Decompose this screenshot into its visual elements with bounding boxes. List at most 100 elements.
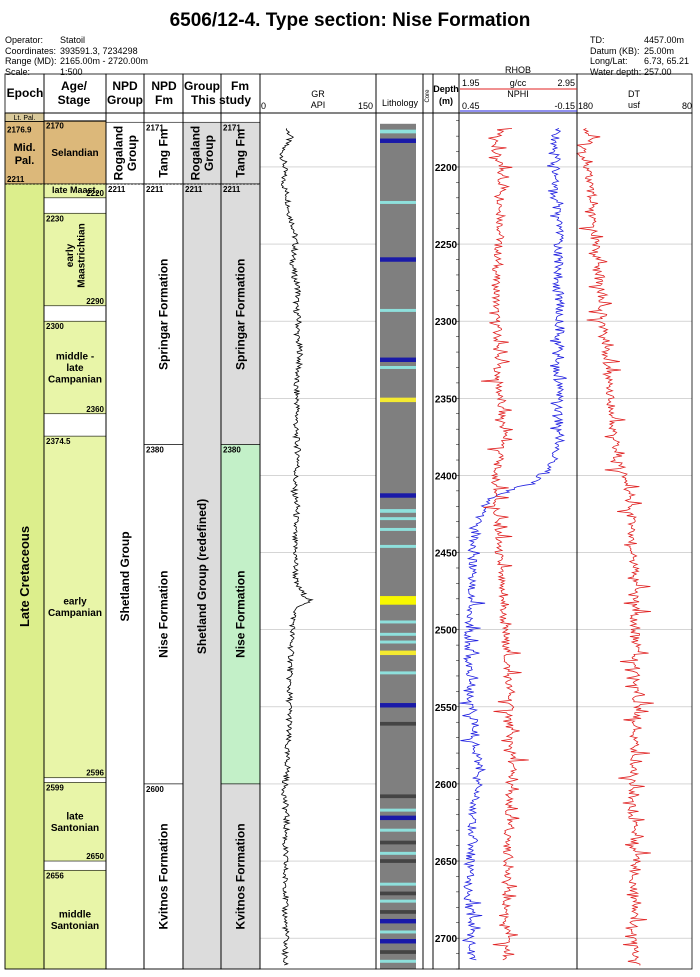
lithology-bed bbox=[380, 308, 416, 312]
info-value: 1:500 bbox=[60, 66, 83, 77]
info-row: Coordinates: 393591.3, 7234298 bbox=[5, 46, 148, 57]
study-fm-top-depth: 2380 bbox=[223, 446, 241, 455]
lithology-bed bbox=[380, 620, 416, 624]
lithology-bed bbox=[380, 959, 416, 963]
npd-group-label-line: Group bbox=[125, 135, 139, 171]
depth-tick-label: 2300 bbox=[435, 317, 458, 328]
lithology-bed bbox=[380, 544, 416, 548]
header-gr-min: 0 bbox=[261, 101, 266, 111]
lithology-bed bbox=[380, 794, 416, 799]
stage-label: late Maast. bbox=[52, 185, 98, 195]
lithology-bed bbox=[380, 840, 416, 845]
header-npd-group-line2: Group bbox=[107, 93, 143, 107]
info-value: Statoil bbox=[60, 35, 86, 45]
lithology-bed bbox=[380, 640, 416, 644]
stage-label-line: Campanian bbox=[48, 374, 102, 385]
study-group-label-line: Group bbox=[202, 135, 216, 171]
epoch-base-depth: 2211 bbox=[7, 175, 25, 184]
lithology-bed bbox=[380, 910, 416, 914]
depth-tick-label: 2500 bbox=[435, 626, 458, 637]
track-frame-rhob bbox=[458, 112, 578, 970]
depth-tick-label: 2600 bbox=[435, 780, 458, 791]
study-group-zone bbox=[182, 121, 222, 185]
npd-group-label-line: Shetland Group bbox=[118, 531, 132, 621]
epoch-label-line: Mid. bbox=[14, 142, 36, 154]
npd-fm-label-line: Nise Formation bbox=[157, 571, 171, 658]
header-epoch: Epoch bbox=[7, 86, 44, 100]
well-info-left: Operator: Statoil Coordinates: 393591.3, 7… bbox=[5, 35, 148, 77]
study-fm-label: Nise Formation bbox=[234, 571, 248, 658]
header-depth-line1: Depth bbox=[433, 84, 459, 94]
npd-fm-top-depth: 2211 bbox=[146, 185, 164, 194]
stage-top-depth: 2170 bbox=[46, 122, 64, 131]
lithology-bed bbox=[380, 721, 416, 726]
lithology-bed bbox=[380, 596, 416, 605]
lithology-bed bbox=[380, 366, 416, 369]
lithology-bed bbox=[380, 129, 416, 134]
study-group-label-line: Shetland Group (redefined) bbox=[195, 499, 209, 654]
stage-label-line: late bbox=[66, 811, 84, 822]
stage-label-line: Maastrichtian bbox=[76, 223, 87, 287]
study-fm-label-line: Springar Formation bbox=[234, 259, 248, 370]
lithology-bed bbox=[380, 808, 416, 812]
info-row: Long/Lat: 6.73, 65.21 bbox=[590, 56, 689, 67]
depth-tick-label: 2400 bbox=[435, 471, 458, 482]
header-npd-fm-line1: NPD bbox=[151, 79, 177, 93]
stage-top-depth: 2300 bbox=[46, 322, 64, 331]
info-value: 4457.00m bbox=[644, 35, 685, 45]
stage-label-line: Campanian bbox=[48, 608, 102, 619]
npd-fm-zone bbox=[143, 183, 184, 445]
stage-base-depth: 2220 bbox=[86, 189, 104, 198]
stage-zone bbox=[43, 782, 107, 862]
header-nphi-max: -0.15 bbox=[554, 101, 575, 111]
study-group-label: Shetland Group (redefined) bbox=[195, 499, 209, 654]
lithology-bed bbox=[380, 703, 416, 708]
lithology-bed bbox=[380, 939, 416, 944]
lithology-bed bbox=[380, 950, 416, 954]
stage-label-line: Santonian bbox=[51, 823, 99, 834]
npd-fm-top-depth: 2171 bbox=[146, 123, 164, 132]
epoch-label-line: Pal. bbox=[15, 155, 35, 167]
stage-label-line: late bbox=[66, 363, 84, 374]
npd-fm-label: Kvitnos Formation bbox=[157, 823, 171, 929]
stage-label-line: late Maast. bbox=[52, 185, 98, 195]
lithology-bed bbox=[380, 357, 416, 362]
header-lithology: Lithology bbox=[382, 98, 419, 108]
info-value: 6.73, 65.21 bbox=[644, 56, 690, 66]
header-dt-name: DT bbox=[628, 89, 640, 99]
header-nphi-name: NPHI bbox=[507, 89, 529, 99]
npd-fm-label: Tang Fm bbox=[157, 129, 171, 178]
info-value: 25.00m bbox=[644, 45, 675, 56]
lithology-bed bbox=[380, 509, 416, 513]
header-nphi-min: 0.45 bbox=[462, 101, 480, 111]
header-depth-line2: (m) bbox=[439, 96, 453, 106]
study-group-top-depth: 2211 bbox=[185, 185, 203, 194]
track-frame-core bbox=[422, 112, 434, 970]
npd-fm-label-line: Kvitnos Formation bbox=[157, 823, 171, 929]
npd-fm-label: Springar Formation bbox=[157, 259, 171, 370]
npd-fm-label-line: Tang Fm bbox=[157, 129, 171, 178]
stage-zone bbox=[43, 212, 107, 307]
well-info-right: TD: 4457.00m Datum (KB): 25.00m Long/Lat: 6… bbox=[590, 35, 689, 77]
lithology-bed bbox=[380, 493, 416, 498]
depth-tick-label: 2650 bbox=[435, 857, 458, 868]
epoch-label: Late Cretaceous bbox=[17, 526, 32, 627]
zone-labels: Lt. Pal. 2176.9 2211 Mid.Pal. Late Cretaceou… bbox=[7, 115, 458, 945]
header-gr-unit: API bbox=[311, 100, 326, 110]
info-row: Water depth: 257.00 bbox=[590, 67, 689, 78]
stage-top-depth: 2230 bbox=[46, 214, 64, 223]
header-dt-min: 180 bbox=[578, 101, 593, 111]
header-rhob-name: RHOB bbox=[505, 65, 531, 75]
header-rhob-min: 1.95 bbox=[462, 78, 480, 88]
stage-label-line: Santonian bbox=[51, 921, 99, 932]
npd-group-zone bbox=[105, 183, 145, 970]
header-fm-study: Fm bbox=[231, 79, 249, 93]
lithology-bed bbox=[380, 859, 416, 863]
study-group-label: Rogaland Group bbox=[188, 126, 216, 181]
lithology-bed bbox=[380, 650, 416, 656]
lithology-bed bbox=[380, 527, 416, 531]
stage-base-depth: 2290 bbox=[86, 297, 104, 306]
header-gr-max: 150 bbox=[358, 101, 373, 111]
